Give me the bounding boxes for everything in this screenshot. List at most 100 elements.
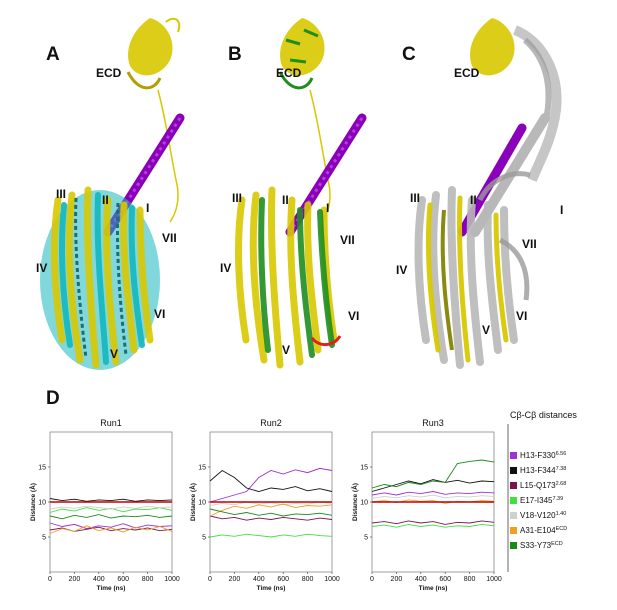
series-line-4: [209, 533, 333, 538]
helix-label-b-vi: VI: [348, 309, 359, 323]
legend-label: A31-E104ECD: [520, 526, 567, 535]
legend-superscript: ECD: [551, 541, 563, 547]
y-tick-label: 5: [364, 535, 368, 542]
series-line-1: [209, 467, 333, 503]
series-line-3: [209, 515, 333, 521]
helix-label-b-vii: VII: [340, 233, 355, 247]
panel-b-structure: [235, 18, 367, 369]
panel-label-b: B: [228, 44, 242, 65]
chart-title: Run2: [260, 418, 282, 428]
y-axis-label: Distance (Å): [350, 483, 359, 521]
panel-label-a: A: [46, 44, 60, 65]
legend-item: H13-F3306.56: [510, 451, 566, 460]
panel-a-structure: [40, 17, 185, 370]
panel-label-d: D: [46, 388, 60, 409]
chart-run2: Run2 5 10 15 0 200 400 600 800 1000 Time (ns) Dista…: [188, 418, 340, 592]
x-tick-label: 600: [117, 576, 129, 583]
series-line-5: [49, 505, 173, 510]
series-line-1: [371, 491, 495, 496]
helix-label-b-ii: II: [282, 193, 289, 207]
legend-item: V18-V1201.40: [510, 511, 566, 520]
x-tick-label: 800: [464, 576, 476, 583]
legend-label: V18-V1201.40: [520, 511, 566, 520]
legend-superscript: 6.56: [556, 451, 567, 457]
legend-superscript: 2.68: [556, 481, 567, 487]
x-tick-label: 800: [142, 576, 154, 583]
y-tick-label: 5: [202, 535, 206, 542]
legend-label: H13-F3447.38: [520, 466, 566, 475]
legend-swatch: [510, 482, 517, 489]
legend-item: A31-E104ECD: [510, 526, 567, 535]
series-line-6: [209, 503, 333, 517]
x-tick-label: 600: [439, 576, 451, 583]
helix-label-c-vi: VI: [516, 309, 527, 323]
legend-label: S33-Y73ECD: [520, 541, 563, 550]
panel-label-c: C: [402, 44, 416, 65]
chart-run3: Run3 5 10 15 0 200 400 600 800 1000 Time (ns) Dista…: [350, 418, 502, 592]
x-tick-label: 400: [253, 576, 265, 583]
helix-label-a-ecd: ECD: [96, 66, 122, 80]
legend-superscript: 7.39: [552, 496, 563, 502]
legend-item: E17-I3457.39: [510, 496, 563, 505]
series-line-4: [371, 523, 495, 528]
x-tick-label: 400: [415, 576, 427, 583]
helix-label-a-vi: VI: [154, 307, 165, 321]
y-tick-label: 15: [38, 465, 46, 472]
legend-item: L15-Q1732.68: [510, 481, 566, 490]
series-line-7: [49, 514, 173, 520]
helix-label-b-v: V: [282, 343, 290, 357]
y-tick-label: 15: [198, 465, 206, 472]
x-tick-label: 800: [302, 576, 314, 583]
helix-label-b-iii: III: [232, 191, 242, 205]
helix-label-c-i: I: [560, 203, 563, 217]
series-line-2: [209, 469, 333, 492]
helix-label-a-v: V: [110, 347, 118, 361]
legend-item: H13-F3447.38: [510, 466, 566, 475]
panel-c-structure: [414, 18, 562, 369]
x-tick-label: 0: [208, 576, 212, 583]
y-tick-label: 5: [42, 535, 46, 542]
x-tick-label: 600: [277, 576, 289, 583]
series-line-6: [49, 525, 173, 534]
helix-label-a-i: I: [146, 201, 149, 215]
x-tick-label: 0: [48, 576, 52, 583]
legend-superscript: ECD: [556, 526, 568, 532]
legend-superscript: 1.40: [556, 511, 567, 517]
legend-swatch: [510, 512, 517, 519]
helix-label-a-iii: III: [56, 187, 66, 201]
x-axis-label: Time (ns): [419, 585, 448, 592]
legend-label: H13-F3306.56: [520, 451, 566, 460]
chart-run1: Run1 5 10 15 0 200 400 600 800 1000 Time (ns) Dista…: [28, 418, 180, 592]
series-line-7: [209, 508, 333, 517]
series-line-2: [49, 498, 173, 502]
series-line-7: [371, 459, 495, 489]
y-tick-label: 10: [38, 500, 46, 507]
x-tick-label: 200: [229, 576, 241, 583]
chart-title: Run1: [100, 418, 122, 428]
series-line-3: [371, 520, 495, 525]
x-axis-label: Time (ns): [257, 585, 286, 592]
chart-title: Run3: [422, 418, 444, 428]
series-line-5: [371, 494, 495, 499]
legend-label: E17-I3457.39: [520, 496, 563, 505]
helix-label-c-ii: II: [470, 193, 477, 207]
helix-label-a-ii: II: [102, 193, 109, 207]
x-tick-label: 1000: [486, 576, 502, 583]
x-tick-label: 1000: [164, 576, 180, 583]
legend-swatch: [510, 452, 517, 459]
helix-label-c-iii: III: [410, 191, 420, 205]
legend-item: S33-Y73ECD: [510, 541, 563, 550]
legend-label: L15-Q1732.68: [520, 481, 566, 490]
helix-label-b-i: I: [326, 201, 329, 215]
legend-title: Cβ-Cβ distances: [510, 410, 577, 420]
helix-label-c-ecd: ECD: [454, 66, 480, 80]
x-tick-label: 1000: [324, 576, 340, 583]
helix-label-b-iv: IV: [220, 261, 231, 275]
x-tick-label: 200: [391, 576, 403, 583]
helix-label-c-iv: IV: [396, 263, 407, 277]
helix-label-b-ecd: ECD: [276, 66, 302, 80]
x-tick-label: 0: [370, 576, 374, 583]
y-tick-label: 10: [360, 500, 368, 507]
helix-label-c-v: V: [482, 323, 490, 337]
